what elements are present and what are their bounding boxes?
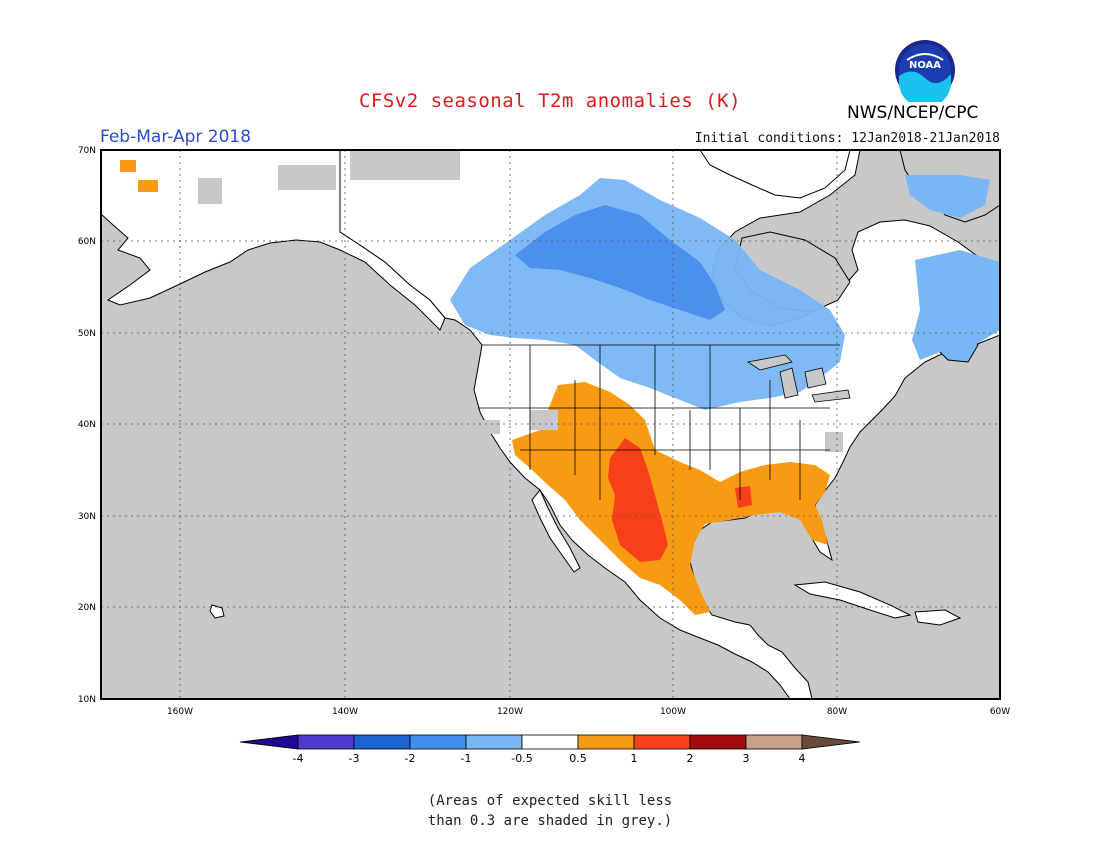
colorbar-tick-label: 4 xyxy=(799,752,806,765)
colorbar-labels: -4 -3 -2 -1 -0.5 0.5 1 2 3 4 xyxy=(293,752,806,765)
noaa-logo: NOAA xyxy=(895,40,955,102)
lat-label: 70N xyxy=(78,146,96,156)
anomaly-warm-alaska xyxy=(138,180,158,192)
grey-patch xyxy=(825,432,843,452)
lon-label: 100W xyxy=(660,707,686,717)
lon-label: 80W xyxy=(827,707,847,717)
grey-patch xyxy=(350,150,460,180)
anomaly-cold-mid xyxy=(515,205,725,320)
colorbar-box xyxy=(409,734,467,750)
footnote-line2: than 0.3 are shaded in grey.) xyxy=(427,813,673,829)
lat-label: 60N xyxy=(78,237,96,247)
land-arctic-islands xyxy=(699,150,851,199)
lon-label: 120W xyxy=(497,707,523,717)
anomaly-cold-labrador xyxy=(912,250,1000,360)
colorbar-box xyxy=(633,734,691,750)
colorbar-tick-label: -1 xyxy=(461,752,472,765)
colorbar-box xyxy=(745,734,803,750)
land-baja xyxy=(531,489,581,573)
colorbar-arrow-low xyxy=(239,734,299,750)
lon-labels: 160W 140W 120W 100W 80W 60W xyxy=(167,707,1010,717)
anomaly-warm-alaska xyxy=(120,160,136,172)
grey-patch xyxy=(530,410,558,430)
grey-patch xyxy=(478,420,500,434)
land-hawaii xyxy=(209,604,225,619)
colorbar-tick-label: 1 xyxy=(631,752,638,765)
colorbar-box xyxy=(577,734,635,750)
colorbar-boxes xyxy=(239,734,861,750)
logo-wave xyxy=(899,71,951,102)
colorbar-tick-label: 0.5 xyxy=(569,752,587,765)
anomaly-warm-strong xyxy=(608,438,668,562)
grey-patch xyxy=(278,165,336,190)
colorbar-tick-label: 3 xyxy=(743,752,750,765)
lat-label: 30N xyxy=(78,512,96,522)
great-lakes xyxy=(746,354,851,403)
lon-label: 140W xyxy=(332,707,358,717)
logo-text: NOAA xyxy=(909,60,941,71)
colorbar-box xyxy=(465,734,523,750)
colorbar: -4 -3 -2 -1 -0.5 0.5 1 2 3 4 xyxy=(239,734,861,765)
graticule xyxy=(101,150,1000,699)
agency-label: NWS/NCEP/CPC xyxy=(847,103,979,123)
lon-label: 60W xyxy=(990,707,1010,717)
colorbar-arrow-high xyxy=(801,734,861,750)
anomaly-warm-strong-2 xyxy=(735,486,752,508)
colorbar-box xyxy=(521,734,579,750)
map-content xyxy=(101,150,1000,699)
state-borders xyxy=(478,344,840,500)
anomaly-cold-east xyxy=(905,175,990,218)
lat-labels: 70N 60N 50N 40N 30N 20N 10N xyxy=(78,146,96,705)
anomaly-map: 70N 60N 50N 40N 30N 20N 10N 160W 140W 12… xyxy=(78,146,1010,717)
lat-label: 10N xyxy=(78,695,96,705)
initial-conditions: Initial conditions: 12Jan2018-21Jan2018 xyxy=(694,131,1000,146)
lat-label: 20N xyxy=(78,603,96,613)
lat-label: 50N xyxy=(78,329,96,339)
map-title: CFSv2 seasonal T2m anomalies (K) xyxy=(358,90,742,112)
grey-patch xyxy=(198,178,222,204)
anomaly-warm xyxy=(512,382,830,615)
footnote-line1: (Areas of expected skill less xyxy=(427,793,673,809)
map-frame xyxy=(100,149,1001,700)
lat-label: 40N xyxy=(78,420,96,430)
land-hispaniola xyxy=(914,609,962,626)
colorbar-box xyxy=(689,734,747,750)
forecast-period: Feb-Mar-Apr 2018 xyxy=(100,127,252,147)
colorbar-tick-label: -0.5 xyxy=(511,752,532,765)
colorbar-tick-label: -3 xyxy=(349,752,360,765)
grey-patch xyxy=(750,595,778,625)
lon-label: 160W xyxy=(167,707,193,717)
colorbar-tick-label: -2 xyxy=(405,752,416,765)
colorbar-tick-label: 2 xyxy=(687,752,694,765)
colorbar-tick-label: -4 xyxy=(293,752,304,765)
colorbar-box xyxy=(297,734,355,750)
land-cuba xyxy=(793,581,912,619)
colorbar-box xyxy=(353,734,411,750)
